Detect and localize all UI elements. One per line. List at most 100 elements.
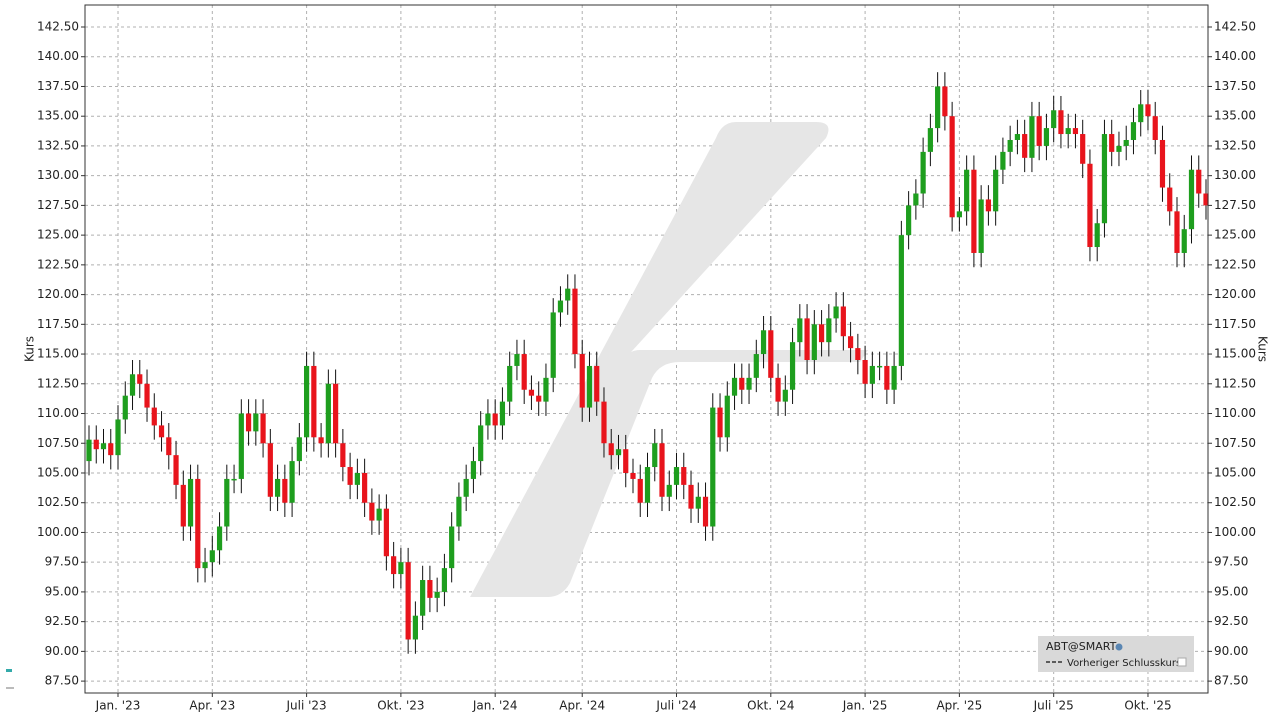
candle-body: [615, 449, 622, 456]
legend-checkbox[interactable]: [1177, 657, 1187, 667]
candle-body: [1130, 122, 1137, 140]
candle-body: [144, 383, 150, 408]
y-tick-label: 122.50: [37, 257, 79, 271]
y2-tick-label: 130.00: [1214, 168, 1256, 182]
candle-body: [1203, 193, 1209, 206]
x-tick-label: Juli '23: [285, 699, 326, 713]
candle-body: [543, 377, 549, 402]
candle-body: [935, 86, 941, 129]
candle-body: [949, 116, 955, 218]
candle-body: [1000, 151, 1006, 170]
candle-body: [1080, 134, 1086, 164]
candle-body: [1196, 169, 1202, 194]
candle-body: [739, 377, 745, 390]
candle-body: [971, 169, 977, 253]
y2-tick-label: 135.00: [1214, 109, 1256, 123]
candle-body: [362, 472, 368, 503]
candle-body: [1174, 211, 1180, 253]
candle-body: [702, 496, 709, 527]
legend-box: [1038, 636, 1194, 672]
candle-body: [942, 86, 948, 117]
y-tick-label: 137.50: [37, 79, 79, 93]
y2-tick-label: 137.50: [1214, 79, 1256, 93]
y2-tick-label: 92.50: [1214, 614, 1248, 628]
x-tick-label: Jan. '23: [95, 699, 141, 713]
candle-body: [1159, 139, 1166, 188]
y-tick-label: 127.50: [37, 198, 79, 212]
candle-body: [557, 300, 564, 313]
candle-body: [108, 443, 114, 456]
candle-body: [282, 478, 288, 503]
y-tick-label: 140.00: [37, 49, 79, 63]
candle-body: [260, 413, 266, 444]
candle-body: [391, 556, 397, 575]
y-tick-label: 105.00: [37, 465, 79, 479]
candle-body: [340, 443, 346, 468]
candle-body: [434, 591, 440, 598]
candle-body: [644, 467, 651, 503]
candle-body: [100, 443, 107, 450]
candle-body: [187, 478, 194, 527]
candle-body: [1029, 116, 1035, 158]
candle-body: [507, 365, 513, 402]
candle-body: [231, 478, 237, 481]
candle-body: [216, 526, 223, 551]
y-tick-label: 112.50: [37, 376, 79, 390]
candle-body: [1138, 104, 1144, 123]
y2-tick-label: 140.00: [1214, 49, 1256, 63]
candle-body: [485, 413, 491, 426]
candle-body: [420, 580, 426, 616]
candle-body: [710, 407, 716, 527]
y2-tick-label: 117.50: [1214, 317, 1256, 331]
candle-body: [137, 374, 143, 384]
y-tick-label: 90.00: [45, 644, 79, 658]
y2-tick-label: 100.00: [1214, 525, 1256, 539]
candle-body: [1152, 116, 1158, 140]
candle-body: [1116, 145, 1122, 152]
candle-body: [746, 377, 752, 390]
candle-body: [1188, 169, 1195, 230]
candle-body: [1007, 139, 1013, 152]
candle-body: [238, 413, 244, 479]
candle-body: [572, 288, 578, 355]
candle-body: [637, 478, 643, 503]
y2-tick-label: 95.00: [1214, 584, 1248, 598]
candle-body: [869, 365, 875, 384]
y2-tick-label: 102.50: [1214, 495, 1256, 509]
y-tick-label: 130.00: [37, 168, 79, 182]
candle-body: [1014, 134, 1021, 140]
candle-body: [318, 437, 324, 444]
legend-entry: Vorheriger Schlusskurs: [1067, 658, 1181, 669]
candle-body: [652, 443, 658, 468]
candle-body: [195, 478, 201, 569]
candle-body: [129, 374, 136, 396]
candle-body: [514, 354, 520, 366]
candle-body: [1036, 116, 1042, 146]
candle-body: [180, 484, 186, 527]
y-tick-label: 87.50: [45, 674, 79, 688]
candle-body: [245, 413, 252, 432]
candle-body: [202, 562, 208, 569]
candle-body: [369, 502, 375, 521]
y-tick-label: 142.50: [37, 20, 79, 34]
candle-body: [833, 306, 839, 319]
candle-body: [601, 401, 607, 444]
candle-body: [847, 336, 854, 349]
candle-body: [913, 193, 919, 206]
candle-body: [906, 205, 912, 236]
candle-body: [267, 443, 273, 497]
y2-tick-label: 90.00: [1214, 644, 1248, 658]
y2-tick-label: 87.50: [1214, 674, 1248, 688]
candle-body: [840, 306, 846, 337]
y-tick-label: 115.00: [37, 347, 79, 361]
y-tick-label: 110.00: [37, 406, 79, 420]
candle-body: [623, 449, 629, 473]
candle-body: [1167, 187, 1173, 212]
candle-body: [253, 413, 259, 432]
candle-body: [1101, 134, 1108, 224]
x-tick-label: Okt. '23: [377, 699, 424, 713]
candle-body: [1109, 134, 1115, 152]
y2-tick-label: 110.00: [1214, 406, 1256, 420]
x-tick-label: Juli '24: [655, 699, 696, 713]
y2-axis-title: Kurs: [1256, 336, 1270, 362]
